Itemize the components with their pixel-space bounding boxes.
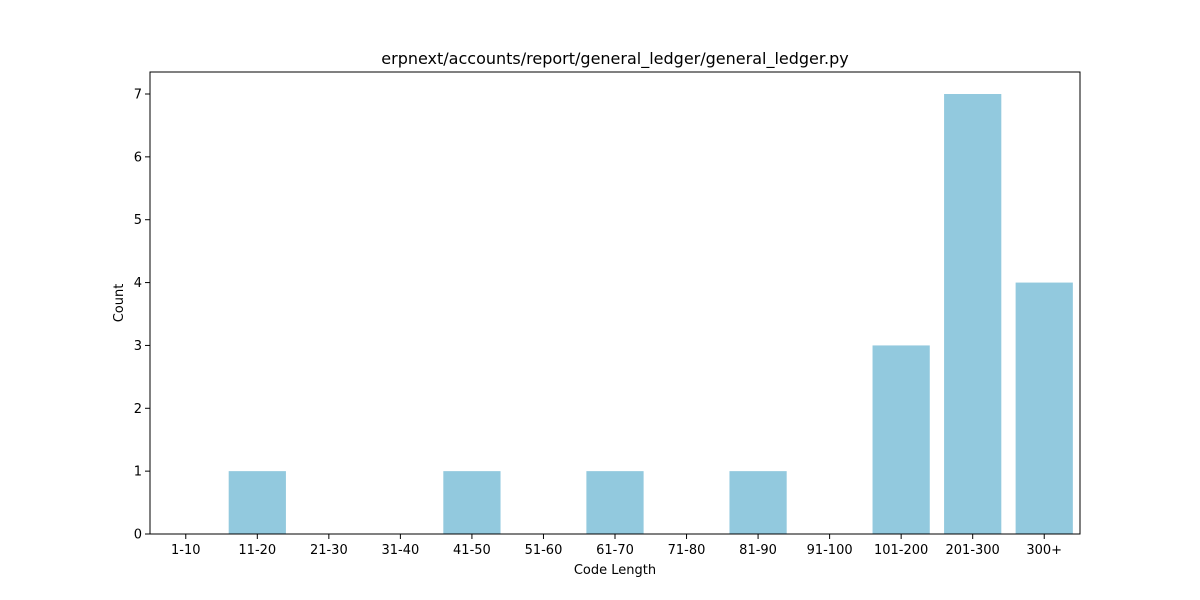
y-tick-label: 2 (134, 402, 142, 417)
x-tick-label: 21-30 (310, 543, 348, 558)
x-tick-label: 61-70 (596, 543, 634, 558)
x-axis-ticks: 1-10 11-20 21-30 31-40 41-50 51-60 61-70 71-80 8… (171, 534, 1062, 558)
x-tick-label: 1-10 (171, 543, 201, 558)
y-tick-label: 4 (134, 276, 142, 291)
x-tick-label: 201-300 (946, 543, 1000, 558)
y-tick-label: 7 (134, 88, 142, 103)
x-tick-label: 71-80 (668, 543, 706, 558)
x-tick-label: 101-200 (874, 543, 928, 558)
bars-layer (228, 94, 1073, 534)
y-tick-label: 5 (134, 213, 142, 228)
y-tick-label: 6 (134, 150, 142, 165)
bar-61-70 (586, 471, 644, 534)
x-tick-label: 300+ (1026, 543, 1062, 558)
x-tick-label: 11-20 (238, 543, 276, 558)
y-tick-label: 0 (134, 528, 142, 543)
x-tick-label: 31-40 (381, 543, 419, 558)
y-tick-label: 3 (134, 339, 142, 354)
bar-101-200 (872, 345, 930, 534)
chart-title: erpnext/accounts/report/general_ledger/g… (381, 49, 848, 69)
y-axis-ticks: 0 1 2 3 4 5 6 7 (134, 88, 150, 543)
plot-frame (149, 71, 1081, 535)
bar-81-90 (729, 471, 787, 534)
bar-201-300 (944, 94, 1002, 534)
x-axis-label: Code Length (574, 563, 656, 578)
y-tick-label: 1 (134, 465, 142, 480)
x-tick-label: 51-60 (525, 543, 563, 558)
bar-41-50 (443, 471, 501, 534)
bar-11-20 (228, 471, 286, 534)
x-tick-label: 91-100 (807, 543, 853, 558)
x-tick-label: 41-50 (453, 543, 491, 558)
x-tick-label: 81-90 (739, 543, 777, 558)
y-axis-label: Count (112, 284, 127, 323)
bar-300+ (1015, 282, 1073, 534)
